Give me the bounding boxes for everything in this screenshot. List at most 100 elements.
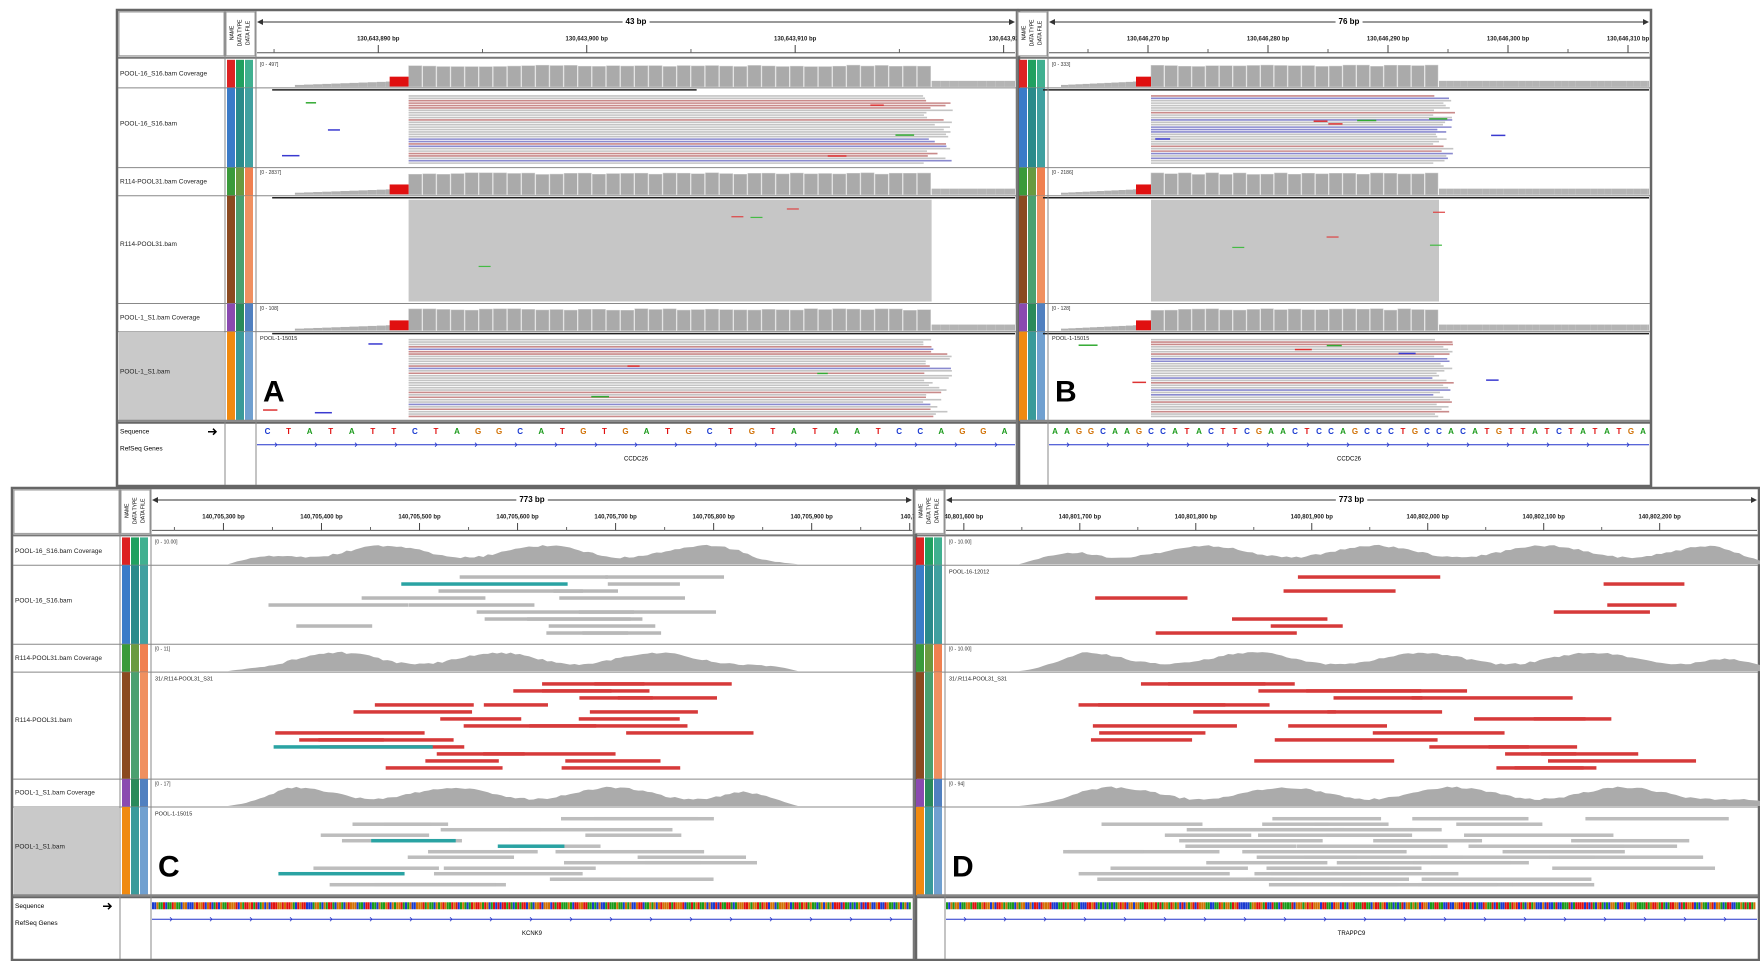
coverage-bar [322, 84, 331, 87]
coverage-bar [1554, 189, 1561, 195]
sequence-strip [1373, 902, 1375, 909]
sequence-strip [713, 902, 715, 909]
sequence-strip [310, 902, 312, 909]
sequence-strip [1635, 902, 1637, 909]
sequence-base: T [1593, 427, 1598, 436]
coverage-bar [340, 191, 349, 195]
sequence-strip [1173, 902, 1175, 909]
coverage-bar [649, 66, 662, 87]
coverage-bar [635, 173, 648, 195]
sequence-strip [1604, 902, 1606, 909]
sequence-strip [185, 902, 187, 909]
coverage-bar [762, 173, 775, 195]
sequence-strip [1382, 902, 1384, 909]
sequence-strip [1098, 902, 1100, 909]
sequence-strip [616, 902, 618, 909]
attribute-header-label: NAME [1021, 25, 1027, 40]
sequence-strip [1476, 902, 1478, 909]
coverage-bar [592, 174, 605, 194]
sequence-strip [1111, 902, 1113, 909]
sequence-strip [1184, 902, 1186, 909]
read [1515, 766, 1584, 770]
sequence-strip [1349, 902, 1351, 909]
attribute-strip [1037, 168, 1045, 196]
read [1431, 855, 1595, 859]
sequence-strip [997, 902, 999, 909]
sequence-strip [403, 902, 405, 909]
sequence-strip [1047, 902, 1049, 909]
sequence-strip [258, 902, 260, 909]
sequence-strip [491, 902, 493, 909]
sequence-strip [799, 902, 801, 909]
track-name: POOL-1_S1.bam Coverage [120, 314, 200, 321]
sequence-strip [392, 902, 394, 909]
read [1258, 833, 1409, 837]
mismatch [1486, 379, 1499, 381]
sequence-strip [1637, 902, 1639, 909]
sequence-base: A [1472, 427, 1478, 436]
coverage-bar [536, 310, 549, 331]
sequence-strip [189, 902, 191, 909]
sequence-strip [1234, 902, 1236, 909]
coverage-bar [1370, 173, 1383, 195]
read [1206, 861, 1327, 865]
coverage-bar [1329, 309, 1342, 331]
sequence-strip [1087, 902, 1089, 909]
sequence-strip [1212, 902, 1214, 909]
sequence-strip [830, 902, 832, 909]
sequence-strip [880, 902, 882, 909]
sequence-strip [216, 902, 218, 909]
attribute-strip [227, 168, 235, 196]
read [1093, 724, 1237, 728]
sequence-strip [293, 902, 295, 909]
sequence-strip [1478, 902, 1480, 909]
coverage-bar [861, 173, 874, 195]
read [498, 844, 565, 848]
coverage-bar [304, 85, 313, 87]
attribute-strip [122, 807, 130, 895]
mismatch [731, 216, 743, 217]
sequence-strip [1674, 902, 1676, 909]
coverage-bar [917, 310, 930, 331]
coverage-bar [1061, 85, 1068, 87]
attribute-strip [1019, 168, 1027, 196]
coverage-bar [1504, 81, 1511, 87]
sequence-strip [524, 902, 526, 909]
sequence-strip [539, 902, 541, 909]
sequence-strip [1437, 902, 1439, 909]
read [1271, 624, 1343, 628]
sequence-strip [348, 902, 350, 909]
sequence-strip [1089, 902, 1091, 909]
coverage-bar [1540, 325, 1547, 331]
sequence-base: C [517, 427, 523, 436]
sequence-strip [689, 902, 691, 909]
read [1269, 883, 1397, 887]
sequence-strip [161, 902, 163, 909]
sequence-strip [750, 902, 752, 909]
coverage-bar [950, 325, 959, 331]
coverage-bar [1233, 173, 1246, 195]
sequence-strip [1553, 902, 1555, 909]
sequence-strip [579, 902, 581, 909]
sequence-strip [1549, 902, 1551, 909]
sequence-strip [1100, 902, 1102, 909]
sequence-strip [1536, 902, 1538, 909]
read [1296, 844, 1447, 848]
sequence-strip [1558, 902, 1560, 909]
coverage-bar [1004, 189, 1013, 195]
coverage-bar [1605, 189, 1612, 195]
sequence-strip [834, 902, 836, 909]
sequence-strip [739, 902, 741, 909]
attribute-strip [122, 565, 130, 644]
coverage-bar [748, 65, 761, 87]
coverage-bar [995, 189, 1004, 195]
sequence-strip [266, 902, 268, 909]
sequence-strip [867, 902, 869, 909]
coverage-bar [1302, 66, 1315, 87]
sequence-strip [1729, 902, 1731, 909]
sequence-strip [374, 902, 376, 909]
sequence-strip [1448, 902, 1450, 909]
sequence-strip [1463, 902, 1465, 909]
sequence-strip [291, 902, 293, 909]
coverage-bar [1482, 325, 1489, 331]
